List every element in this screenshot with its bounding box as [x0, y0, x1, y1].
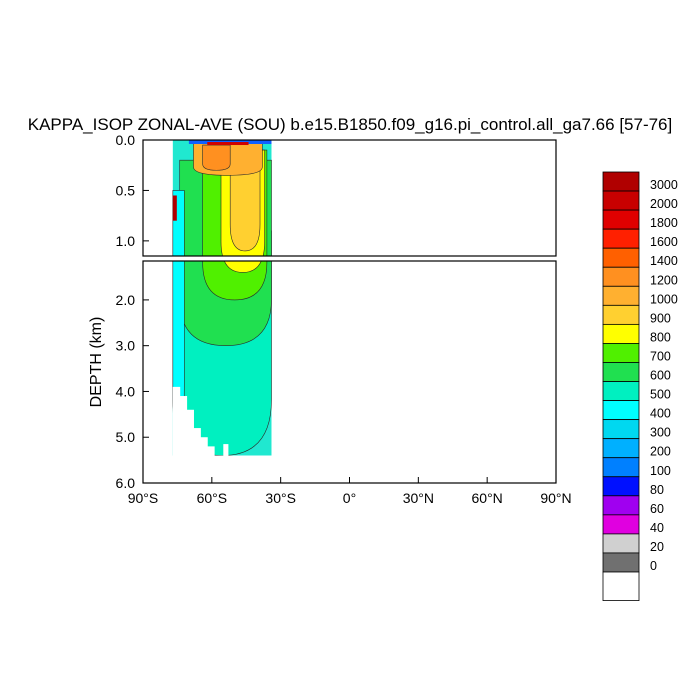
colorbar-label: 1800: [650, 216, 678, 230]
colorbar-label: 1400: [650, 254, 678, 268]
surface-band: [188, 140, 272, 144]
land-step: [207, 446, 215, 483]
colorbar-label: 400: [650, 407, 671, 421]
land-step: [172, 386, 181, 483]
colorbar-box: [602, 533, 640, 554]
x-tick-label: 0°: [343, 490, 356, 506]
land-step: [200, 437, 208, 483]
colorbar-label: 200: [650, 445, 671, 459]
upper-panel-frame: [142, 139, 557, 257]
colorbar-box: [602, 266, 640, 287]
colorbar-label: 600: [650, 369, 671, 383]
colorbar-label: 900: [650, 311, 671, 325]
colorbar-label: 700: [650, 349, 671, 363]
x-tick-label: 30°N: [403, 490, 434, 506]
colorbar-label: 80: [650, 483, 664, 497]
chart-title: KAPPA_ISOP ZONAL-AVE (SOU) b.e15.B1850.f…: [27, 115, 673, 134]
y-tick-label: 6.0: [116, 475, 136, 491]
colorbar-box: [602, 476, 640, 497]
colorbar-box: [602, 400, 640, 421]
y-tick-label: 5.0: [116, 429, 136, 445]
colorbar-box: [602, 228, 640, 249]
land-step: [227, 455, 272, 483]
land-step: [179, 396, 188, 483]
colorbar-label: 2000: [650, 197, 678, 211]
colorbar-label: 300: [650, 426, 671, 440]
colorbar-box: [602, 362, 640, 382]
colorbar-label: 3000: [650, 178, 678, 192]
colorbar-box: [602, 514, 640, 535]
contour-region-6: [202, 144, 231, 171]
colorbar-label: 1200: [650, 273, 678, 287]
land-step: [223, 444, 229, 483]
surface-band-red: [207, 142, 249, 146]
y-tick-label: 3.0: [116, 338, 136, 354]
bottom-mask: [172, 386, 272, 483]
colorbar-box: [602, 419, 640, 440]
land-step: [193, 428, 201, 483]
field-layer-lower: [172, 261, 272, 456]
colorbar-label: 800: [650, 330, 671, 344]
colorbar-label: 100: [650, 464, 671, 478]
colorbar-box: [602, 285, 640, 306]
x-tick-label: 30°S: [265, 490, 296, 506]
field-layer-upper: [172, 140, 272, 256]
colorbar-box: [602, 323, 640, 344]
y-tick-label: 1.0: [116, 233, 136, 249]
y-tick-label: 0.0: [116, 132, 136, 148]
colorbar-label: 40: [650, 521, 664, 535]
y-tick-label: 0.5: [116, 182, 136, 198]
colorbar-label: 20: [650, 540, 664, 554]
colorbar-box: [602, 171, 640, 192]
colorbar-box: [602, 552, 640, 573]
colorbar-box: [602, 381, 640, 401]
colorbar-box: [602, 247, 640, 268]
colorbar-label: 1600: [650, 235, 678, 249]
y-axis-label: DEPTH (km): [88, 317, 105, 408]
land-step: [186, 409, 194, 483]
colorbar-label: 500: [650, 388, 671, 402]
colorbar-box: [602, 209, 640, 230]
y-tick-label: 4.0: [116, 383, 136, 399]
colorbar-box: [602, 438, 640, 459]
colorbar-box: [602, 495, 640, 516]
land-step: [214, 455, 224, 483]
y-tick-label: 2.0: [116, 292, 136, 308]
x-tick-label: 90°S: [128, 490, 159, 506]
x-tick-label: 60°N: [472, 490, 503, 506]
colorbar-box: [602, 571, 640, 601]
colorbar-box: [602, 190, 640, 211]
colorbar-box: [602, 457, 640, 478]
contour-region-3: [224, 261, 262, 273]
colorbar-label: 1000: [650, 292, 678, 306]
colorbar-label: 0: [650, 559, 657, 573]
x-tick-label: 60°S: [197, 490, 228, 506]
left-edge-patch: [172, 195, 177, 221]
colorbar-box: [602, 304, 640, 325]
colorbar-box: [602, 343, 640, 363]
x-tick-label: 90°N: [540, 490, 571, 506]
colorbar-label: 60: [650, 502, 664, 516]
